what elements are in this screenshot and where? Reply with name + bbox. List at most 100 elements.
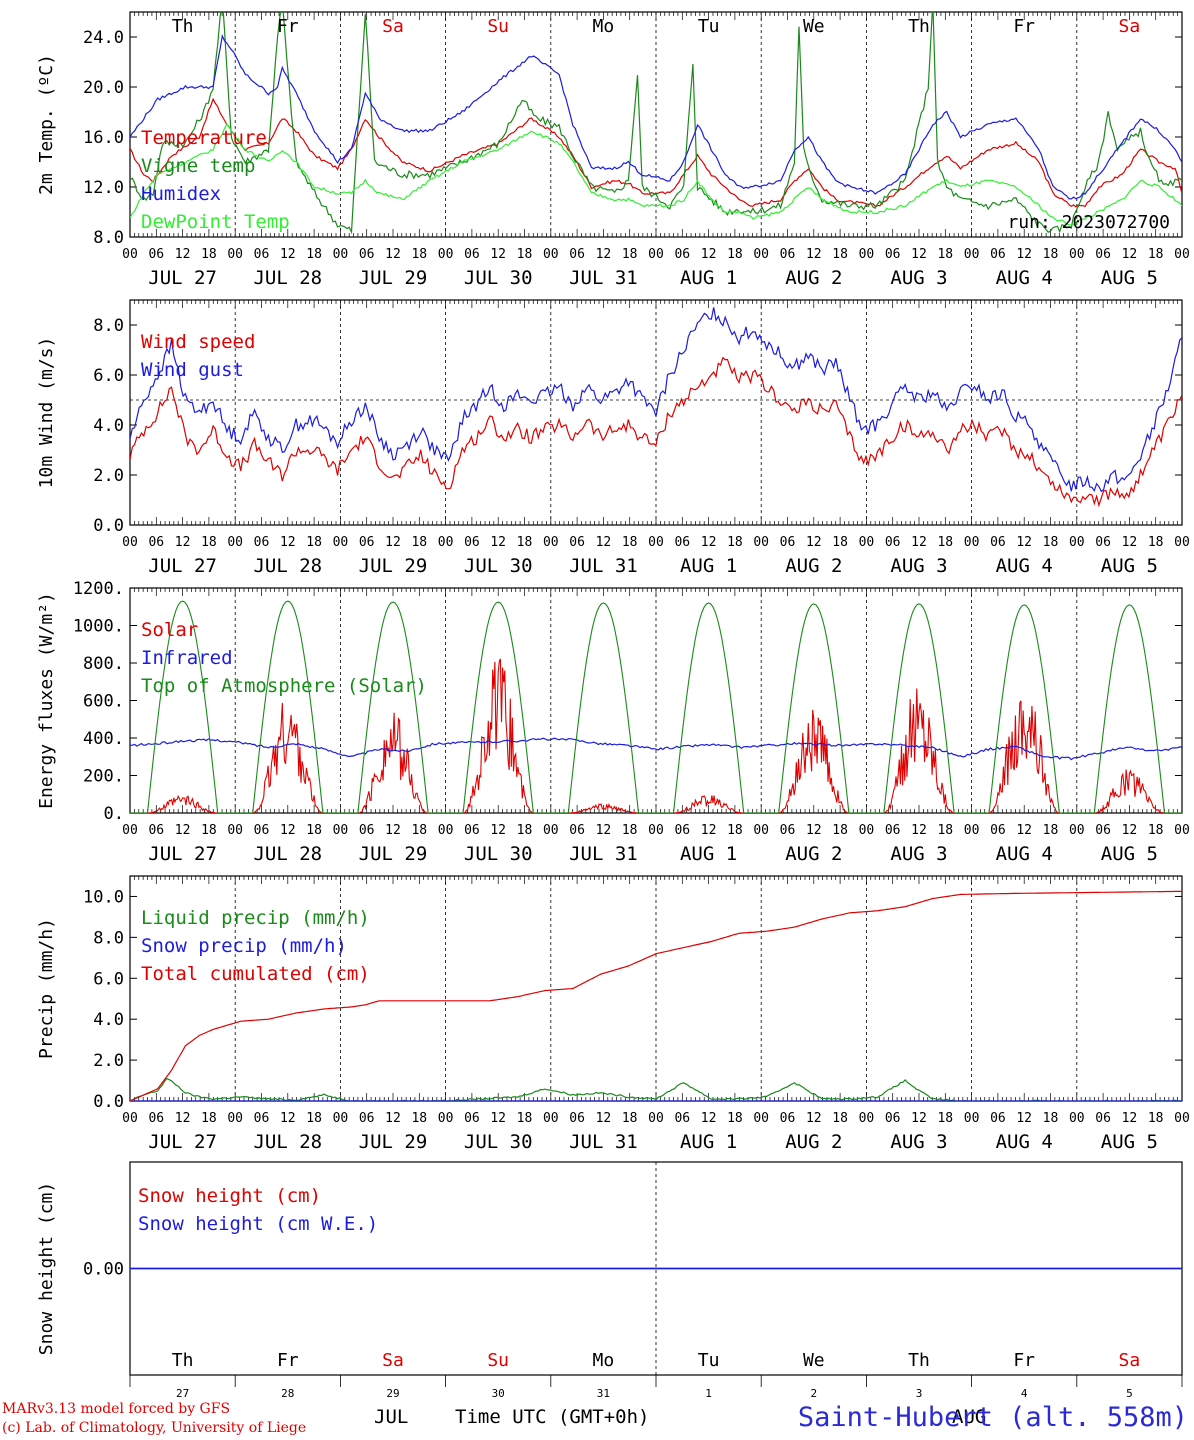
hour-tick-label: 06 — [990, 823, 1006, 838]
hour-tick-label: 18 — [517, 535, 533, 550]
day-number-label: 3 — [916, 1387, 923, 1400]
hour-tick-label: 12 — [280, 535, 296, 550]
hour-tick-label: 12 — [701, 535, 717, 550]
hour-tick-label: 18 — [622, 535, 638, 550]
hour-tick-label: 12 — [911, 823, 927, 838]
legend-total-cumulated-cm-: Total cumulated (cm) — [141, 963, 370, 985]
hour-tick-label: 00 — [1069, 1111, 1085, 1126]
hour-tick-label: 18 — [306, 535, 322, 550]
y-tick-label: 4.0 — [93, 1010, 124, 1030]
hour-tick-label: 18 — [201, 535, 217, 550]
hour-tick-label: 06 — [674, 247, 690, 262]
hour-tick-label: 00 — [438, 1111, 454, 1126]
hour-tick-label: 00 — [859, 247, 875, 262]
date-label: JUL 31 — [569, 555, 638, 577]
hour-tick-label: 00 — [859, 535, 875, 550]
y-tick-label: 800. — [83, 654, 124, 674]
hour-tick-label: 06 — [1095, 247, 1111, 262]
day-number-label: 1 — [705, 1387, 712, 1400]
date-label: JUL 28 — [253, 555, 322, 577]
day-name-label: Th — [908, 1350, 930, 1371]
hour-tick-label: 06 — [254, 247, 270, 262]
day-number-label: 30 — [492, 1387, 505, 1400]
date-label: JUL 27 — [148, 1131, 217, 1153]
hour-tick-label: 00 — [333, 535, 349, 550]
day-name-label: Sa — [382, 16, 404, 37]
date-label: AUG 5 — [1101, 267, 1158, 289]
hour-tick-label: 00 — [333, 823, 349, 838]
hour-tick-label: 06 — [148, 247, 164, 262]
date-label: AUG 4 — [996, 555, 1053, 577]
day-name-label: Fr — [1013, 1350, 1035, 1371]
hour-tick-label: 00 — [438, 535, 454, 550]
hour-tick-label: 12 — [280, 823, 296, 838]
hour-tick-label: 18 — [1148, 535, 1164, 550]
day-name-label: Sa — [1119, 16, 1141, 37]
date-label: JUL 29 — [359, 555, 428, 577]
hour-tick-label: 18 — [832, 823, 848, 838]
hour-tick-label: 12 — [596, 1111, 612, 1126]
date-label: AUG 1 — [680, 555, 737, 577]
date-label: JUL 27 — [148, 843, 217, 865]
date-label: JUL 31 — [569, 1131, 638, 1153]
day-name-label: We — [803, 16, 825, 37]
hour-tick-label: 06 — [148, 1111, 164, 1126]
day-name-label: Th — [172, 16, 194, 37]
y-tick-label: 600. — [83, 692, 124, 712]
panel-4 — [129, 875, 1183, 1102]
hour-tick-label: 06 — [464, 247, 480, 262]
y-tick-label: 0. — [104, 804, 124, 824]
hour-tick-label: 12 — [701, 823, 717, 838]
hour-tick-label: 00 — [1174, 535, 1190, 550]
hour-tick-label: 00 — [1069, 535, 1085, 550]
date-label: JUL 29 — [359, 1131, 428, 1153]
hour-tick-label: 06 — [464, 1111, 480, 1126]
date-label: JUL 30 — [464, 843, 533, 865]
run-label: run: 2023072700 — [1007, 212, 1170, 233]
hour-tick-label: 12 — [1016, 1111, 1032, 1126]
hour-tick-label: 00 — [1174, 823, 1190, 838]
y-tick-label: 16.0 — [83, 128, 124, 148]
hour-tick-label: 12 — [490, 823, 506, 838]
hour-tick-label: 00 — [543, 535, 559, 550]
hour-tick-label: 18 — [306, 1111, 322, 1126]
hour-tick-label: 06 — [780, 535, 796, 550]
day-number-label: 4 — [1021, 1387, 1028, 1400]
legend-solar: Solar — [141, 619, 198, 641]
hour-tick-label: 06 — [1095, 535, 1111, 550]
hour-tick-label: 12 — [490, 1111, 506, 1126]
hour-tick-label: 12 — [1122, 823, 1138, 838]
hour-tick-label: 06 — [885, 823, 901, 838]
hour-tick-label: 12 — [806, 823, 822, 838]
hour-tick-label: 18 — [517, 247, 533, 262]
credit-lab: (c) Lab. of Climatology, University of L… — [2, 1420, 307, 1436]
legend-top-of-atmosphere-solar-: Top of Atmosphere (Solar) — [141, 675, 427, 697]
hour-tick-label: 12 — [175, 1111, 191, 1126]
month-label-jul: JUL — [374, 1406, 409, 1428]
day-name-label: Fr — [277, 16, 299, 37]
y-tick-label: 12.0 — [83, 178, 124, 198]
hour-tick-label: 00 — [543, 247, 559, 262]
plot-frame — [129, 299, 1183, 526]
date-label: AUG 2 — [785, 555, 842, 577]
hour-tick-label: 00 — [648, 1111, 664, 1126]
hour-tick-label: 06 — [359, 823, 375, 838]
y-tick-label: 0.00 — [83, 1260, 124, 1280]
hour-tick-label: 18 — [517, 823, 533, 838]
hour-tick-label: 06 — [780, 1111, 796, 1126]
hour-tick-label: 18 — [727, 247, 743, 262]
legend-snow-height-cm-: Snow height (cm) — [138, 1185, 321, 1207]
date-label: AUG 3 — [890, 843, 947, 865]
hour-tick-label: 06 — [674, 1111, 690, 1126]
hour-tick-label: 18 — [1043, 1111, 1059, 1126]
y-tick-label: 2.0 — [93, 1051, 124, 1071]
hour-tick-label: 00 — [122, 535, 138, 550]
hour-tick-label: 12 — [490, 535, 506, 550]
hour-tick-label: 18 — [1148, 823, 1164, 838]
hour-tick-label: 06 — [990, 247, 1006, 262]
hour-tick-label: 18 — [517, 1111, 533, 1126]
y-axis-label: Snow height (cm) — [36, 1182, 57, 1355]
date-label: JUL 28 — [253, 1131, 322, 1153]
series-line-humidex — [130, 34, 1182, 200]
y-tick-label: 400. — [83, 729, 124, 749]
